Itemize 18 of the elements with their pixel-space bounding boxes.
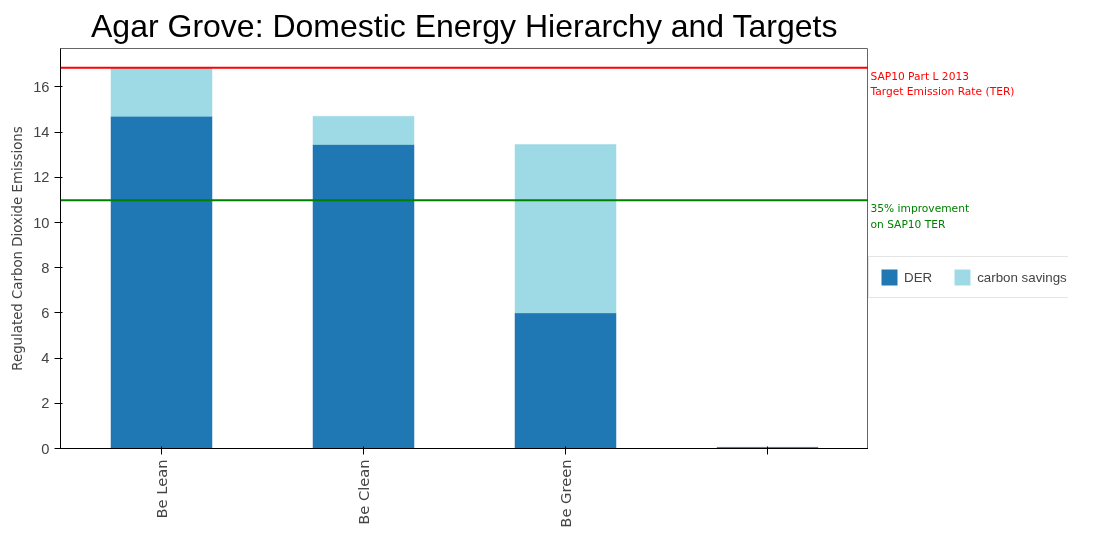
y-tick-label: 16 — [33, 78, 50, 95]
y-tick-label: 14 — [33, 124, 50, 141]
y-axis-title: Regulated Carbon Dioxide Emissions — [10, 126, 26, 371]
y-tick-label: 4 — [41, 350, 50, 367]
y-tick-label: 6 — [41, 304, 50, 321]
y-tick-label: 0 — [41, 440, 50, 457]
y-tick-label: 2 — [41, 395, 50, 412]
legend-label: carbon savings — [977, 269, 1067, 285]
x-tick-label: Be Green — [557, 459, 574, 528]
y-tick-label: 12 — [33, 169, 50, 186]
legend-label: DER — [904, 269, 933, 285]
x-tick-label: Be Lean — [153, 459, 170, 519]
y-tick-label: 10 — [33, 214, 50, 231]
ref-line-label: 35% improvement on SAP10 TER — [870, 202, 970, 231]
ref-line-label: SAP10 Part L 2013 Target Emission Rate (TER) — [869, 69, 1015, 99]
y-tick-label: 8 — [41, 259, 50, 276]
chart-title: Agar Grove: Domestic Energy Hierarchy and Targets — [91, 7, 838, 44]
x-tick-label: Be Clean — [355, 459, 372, 525]
